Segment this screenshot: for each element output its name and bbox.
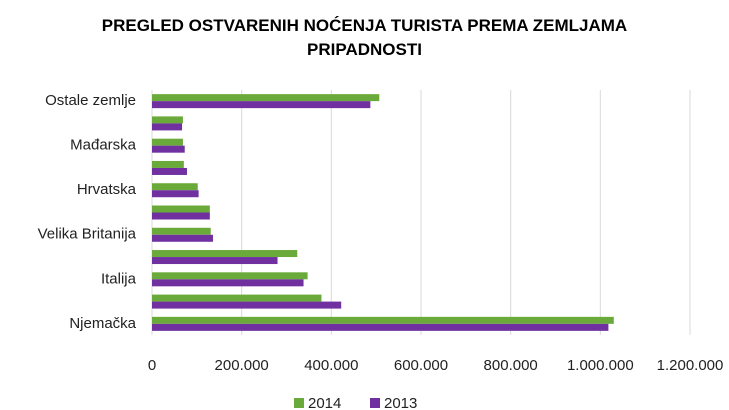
bar bbox=[152, 279, 304, 287]
chart-title: PREGLED OSTVARENIH NOĆENJA TURISTA PREMA… bbox=[101, 16, 628, 59]
bar bbox=[152, 294, 322, 302]
bar bbox=[152, 116, 183, 124]
legend-label: 2013 bbox=[384, 395, 417, 410]
x-tick-label: 1.000.000 bbox=[567, 357, 634, 374]
bar bbox=[152, 94, 380, 102]
bar bbox=[152, 316, 614, 324]
bar bbox=[152, 227, 211, 235]
y-tick-label: Velika Britanija bbox=[38, 226, 137, 243]
x-tick-label: 200.000 bbox=[215, 357, 269, 374]
x-tick-label: 800.000 bbox=[484, 357, 538, 374]
y-tick-label: Mađarska bbox=[70, 137, 137, 154]
bar bbox=[152, 145, 185, 153]
x-tick-label: 0 bbox=[148, 357, 156, 374]
y-tick-label: Italija bbox=[101, 270, 137, 287]
bar bbox=[152, 323, 609, 331]
bar bbox=[152, 301, 342, 309]
bar bbox=[152, 257, 278, 265]
bar bbox=[152, 138, 183, 146]
legend-swatch bbox=[370, 398, 380, 408]
y-tick-label: Ostale zemlje bbox=[45, 92, 136, 109]
bar bbox=[152, 167, 187, 175]
bar bbox=[152, 272, 308, 280]
x-tick-label: 1.200.000 bbox=[657, 357, 724, 374]
legend-swatch bbox=[294, 398, 304, 408]
bar bbox=[152, 183, 198, 191]
bar bbox=[152, 101, 371, 109]
bar bbox=[152, 250, 298, 258]
legend-label: 2014 bbox=[308, 395, 341, 410]
bar bbox=[152, 160, 184, 168]
bar bbox=[152, 123, 183, 131]
y-tick-label: Hrvatska bbox=[77, 181, 137, 198]
y-tick-label: Njemačka bbox=[69, 315, 136, 332]
x-tick-label: 400.000 bbox=[304, 357, 358, 374]
x-tick-label: 600.000 bbox=[394, 357, 448, 374]
bar bbox=[152, 234, 213, 242]
bar bbox=[152, 205, 210, 213]
bar bbox=[152, 212, 210, 220]
bar bbox=[152, 190, 199, 198]
